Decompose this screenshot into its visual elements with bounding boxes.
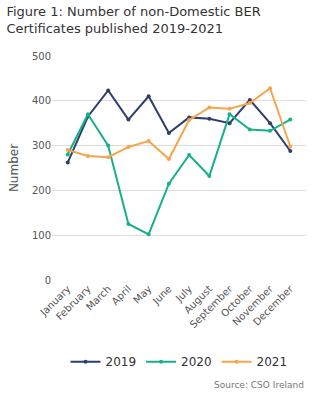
svg-text:December: December [251, 283, 296, 328]
svg-text:Number: Number [7, 144, 21, 192]
svg-text:March: March [84, 283, 113, 312]
svg-text:July: July [173, 283, 194, 304]
svg-text:400: 400 [32, 95, 51, 106]
svg-text:April: April [109, 283, 133, 307]
svg-text:August: August [182, 283, 215, 316]
svg-text:2021: 2021 [257, 355, 288, 369]
svg-text:June: June [150, 283, 174, 307]
svg-text:0: 0 [45, 275, 51, 286]
svg-text:100: 100 [32, 230, 51, 241]
svg-text:Source: CSO Ireland: Source: CSO Ireland [214, 380, 304, 390]
svg-text:May: May [131, 283, 153, 305]
svg-text:September: September [188, 283, 235, 330]
svg-text:500: 500 [32, 51, 51, 62]
svg-text:February: February [54, 283, 93, 322]
svg-text:2020: 2020 [181, 355, 212, 369]
svg-text:November: November [230, 283, 275, 328]
svg-text:January: January [37, 283, 72, 318]
svg-text:300: 300 [32, 140, 51, 151]
svg-text:200: 200 [32, 185, 51, 196]
svg-text:2019: 2019 [106, 355, 137, 369]
svg-text:October: October [219, 283, 256, 320]
svg-text:Figure 1: Number of non-Domest: Figure 1: Number of non-Domestic BERCert… [6, 4, 260, 36]
